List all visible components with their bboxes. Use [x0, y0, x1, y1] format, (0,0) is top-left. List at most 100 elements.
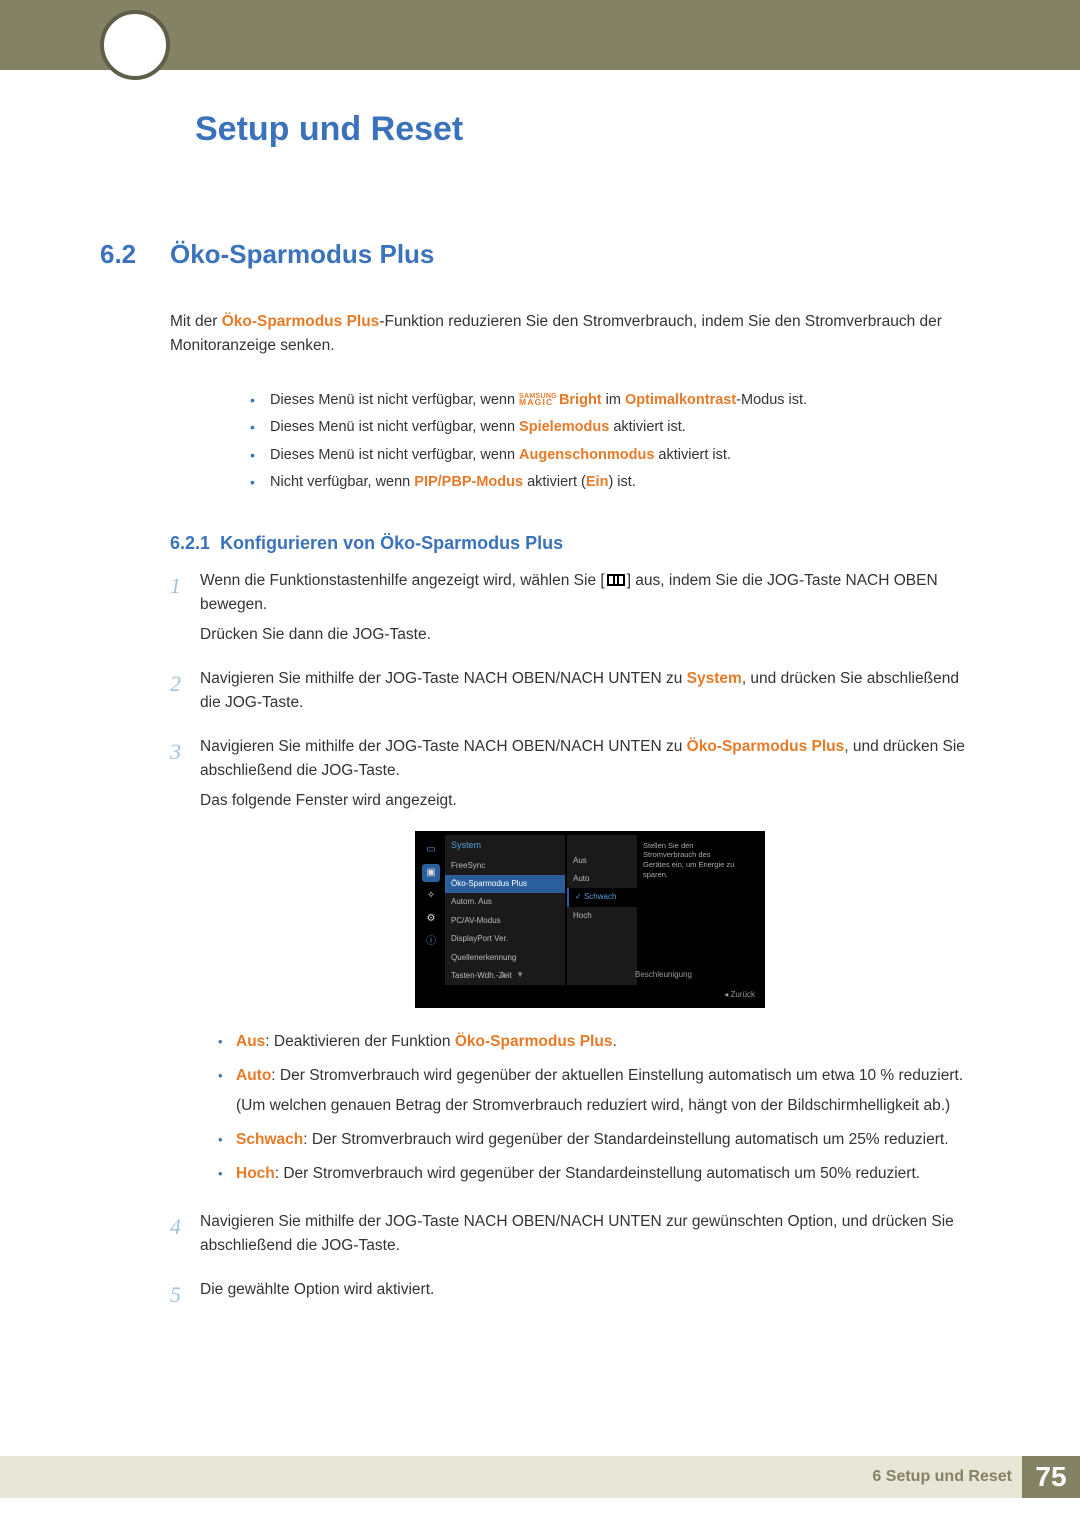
- intro-bold: Öko-Sparmodus Plus: [222, 313, 380, 330]
- note-text: im: [602, 392, 625, 408]
- step-body: Navigieren Sie mithilfe der JOG-Taste NA…: [200, 735, 980, 1196]
- intro-pre: Mit der: [170, 313, 222, 330]
- osd-back-label: Zurück: [731, 990, 755, 999]
- osd-menu-item: PC/AV-Modus: [445, 912, 565, 930]
- osd-nav-icon: ⚙: [422, 910, 440, 928]
- osd-menu-item: FreeSync: [445, 857, 565, 875]
- step-body: Navigieren Sie mithilfe der JOG-Taste NA…: [200, 667, 980, 721]
- option-text: .: [612, 1033, 616, 1050]
- step-number: 1: [170, 569, 200, 653]
- note-text: aktiviert ist.: [654, 447, 731, 463]
- osd-nav-icon: ✧: [422, 887, 440, 905]
- subsection-number: 6.2.1: [170, 533, 210, 553]
- option-text: : Der Stromverbrauch wird gegenüber der …: [303, 1131, 948, 1148]
- osd-sub-item: Hoch: [567, 907, 637, 925]
- note-text: aktiviert (: [523, 474, 586, 490]
- osd-nav-icon: ▣: [422, 864, 440, 882]
- step-text: Navigieren Sie mithilfe der JOG-Taste NA…: [200, 1210, 980, 1258]
- osd-menu: System FreeSync Öko-Sparmodus Plus Autom…: [445, 835, 565, 986]
- step-body: Wenn die Funktionstastenhilfe angezeigt …: [200, 569, 980, 653]
- osd-menu-item: Quellenerkennung: [445, 949, 565, 967]
- section-title: 6.2Öko-Sparmodus Plus: [100, 239, 980, 270]
- step-bold: Öko-Sparmodus Plus: [687, 738, 845, 755]
- osd-nav-icon: ▭: [422, 841, 440, 859]
- step-item: 3 Navigieren Sie mithilfe der JOG-Taste …: [170, 735, 980, 1196]
- note-bold: PIP/PBP-Modus: [414, 474, 523, 490]
- chapter-title: Setup und Reset: [195, 110, 1080, 149]
- step-body: Die gewählte Option wird aktiviert.: [200, 1278, 980, 1312]
- section-number: 6.2: [100, 239, 170, 270]
- step-number: 2: [170, 667, 200, 721]
- step-body: Navigieren Sie mithilfe der JOG-Taste NA…: [200, 1210, 980, 1264]
- step-text: Navigieren Sie mithilfe der JOG-Taste NA…: [200, 670, 687, 687]
- note-bold: Bright: [559, 392, 602, 408]
- osd-sub-item: Auto: [567, 870, 637, 888]
- osd-sub-item: Aus: [567, 852, 637, 870]
- note-bold: Ein: [586, 474, 609, 490]
- note-bold: Augenschonmodus: [519, 447, 654, 463]
- option-bold: Aus: [236, 1033, 265, 1050]
- step-text: Die gewählte Option wird aktiviert.: [200, 1278, 980, 1302]
- option-text: : Deaktivieren der Funktion: [265, 1033, 455, 1050]
- step-number: 5: [170, 1278, 200, 1312]
- top-bar: [0, 0, 1080, 70]
- option-item: Auto: Der Stromverbrauch wird gegenüber …: [218, 1064, 980, 1118]
- step-bold: System: [687, 670, 742, 687]
- osd-sub-item: Schwach: [567, 888, 637, 906]
- options-list: Aus: Deaktivieren der Funktion Öko-Sparm…: [200, 1030, 980, 1186]
- step-number: 4: [170, 1210, 200, 1264]
- page-number: 75: [1022, 1456, 1080, 1498]
- chapter-number-badge: [100, 10, 170, 80]
- option-note: (Um welchen genauen Betrag der Stromverb…: [236, 1094, 980, 1118]
- osd-screenshot: ▭ ▣ ✧ ⚙ ⓘ System FreeSync Öko-Sparmodus …: [200, 831, 980, 1008]
- note-text: ) ist.: [608, 474, 635, 490]
- step-item: 1 Wenn die Funktionstastenhilfe angezeig…: [170, 569, 980, 653]
- option-item: Aus: Deaktivieren der Funktion Öko-Sparm…: [218, 1030, 980, 1054]
- option-bold: Öko-Sparmodus Plus: [455, 1033, 613, 1050]
- page-footer: 6 Setup und Reset 75: [0, 1456, 1080, 1498]
- osd-menu-item: DisplayPort Ver.: [445, 930, 565, 948]
- osd-submenu: Aus Auto Schwach Hoch: [567, 835, 637, 986]
- osd-arrows: ▲ ▼: [500, 969, 527, 981]
- footer-chapter-text: 6 Setup und Reset: [872, 1468, 1012, 1486]
- osd-menu-item: Öko-Sparmodus Plus: [445, 875, 565, 893]
- note-text: Dieses Menü ist nicht verfügbar, wenn: [270, 447, 519, 463]
- note-bold: Spielemodus: [519, 419, 609, 435]
- step-item: 4 Navigieren Sie mithilfe der JOG-Taste …: [170, 1210, 980, 1264]
- note-text: Nicht verfügbar, wenn: [270, 474, 414, 490]
- note-text: Dieses Menü ist nicht verfügbar, wenn: [270, 392, 519, 408]
- steps-list: 1 Wenn die Funktionstastenhilfe angezeig…: [170, 569, 980, 1312]
- option-bold: Schwach: [236, 1131, 303, 1148]
- note-text: aktiviert ist.: [609, 419, 686, 435]
- notes-box: Dieses Menü ist nicht verfügbar, wenn SA…: [170, 378, 980, 508]
- option-bold: Auto: [236, 1067, 271, 1084]
- note-item: Dieses Menü ist nicht verfügbar, wenn Sp…: [250, 415, 980, 440]
- osd-menu-item: Autom. Aus: [445, 893, 565, 911]
- osd-nav-icon: ⓘ: [422, 933, 440, 951]
- option-text: : Der Stromverbrauch wird gegenüber der …: [271, 1067, 963, 1084]
- step-item: 2 Navigieren Sie mithilfe der JOG-Taste …: [170, 667, 980, 721]
- osd-back: ◂ Zurück: [419, 985, 761, 1003]
- subsection-title-text: Konfigurieren von Öko-Sparmodus Plus: [220, 533, 563, 553]
- step-text: Wenn die Funktionstastenhilfe angezeigt …: [200, 572, 605, 589]
- option-bold: Hoch: [236, 1165, 275, 1182]
- page-content: 6.2Öko-Sparmodus Plus Mit der Öko-Sparmo…: [0, 149, 1080, 1366]
- notes-list: Dieses Menü ist nicht verfügbar, wenn SA…: [170, 388, 980, 496]
- option-item: Schwach: Der Stromverbrauch wird gegenüb…: [218, 1128, 980, 1152]
- step-text: Drücken Sie dann die JOG-Taste.: [200, 623, 980, 647]
- chapter-header: Setup und Reset: [0, 70, 1080, 149]
- option-item: Hoch: Der Stromverbrauch wird gegenüber …: [218, 1162, 980, 1186]
- note-item: Dieses Menü ist nicht verfügbar, wenn SA…: [250, 388, 980, 413]
- note-item: Dieses Menü ist nicht verfügbar, wenn Au…: [250, 443, 980, 468]
- samsung-magic-icon: SAMSUNGMAGIC: [519, 395, 557, 406]
- osd-menu-title: System: [445, 835, 565, 857]
- osd-panel: ▭ ▣ ✧ ⚙ ⓘ System FreeSync Öko-Sparmodus …: [415, 831, 765, 1008]
- step-text: Navigieren Sie mithilfe der JOG-Taste NA…: [200, 738, 687, 755]
- note-text: Dieses Menü ist nicht verfügbar, wenn: [270, 419, 519, 435]
- note-text: -Modus ist.: [736, 392, 807, 408]
- option-text: : Der Stromverbrauch wird gegenüber der …: [275, 1165, 920, 1182]
- intro-text: Mit der Öko-Sparmodus Plus-Funktion redu…: [170, 310, 980, 358]
- step-item: 5 Die gewählte Option wird aktiviert.: [170, 1278, 980, 1312]
- menu-icon: [607, 574, 625, 586]
- note-bold: Optimalkontrast: [625, 392, 736, 408]
